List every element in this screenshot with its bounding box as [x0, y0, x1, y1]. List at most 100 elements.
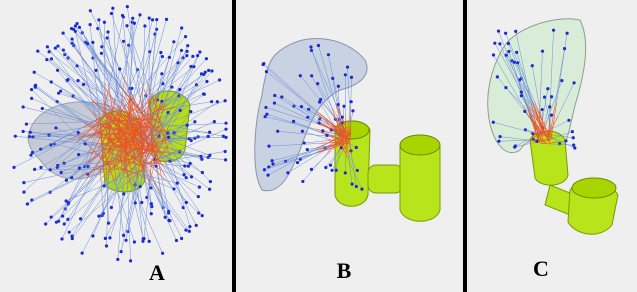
- contact-point: [185, 50, 188, 53]
- contact-point: [331, 77, 334, 80]
- contact-point: [209, 180, 212, 183]
- contact-point: [141, 240, 144, 243]
- contact-point: [301, 180, 304, 183]
- contact-point: [327, 53, 330, 56]
- page: {"panels": [{"label": "A"}, {"label": "B…: [0, 0, 637, 292]
- contact-point: [44, 222, 47, 225]
- contact-point: [192, 65, 195, 68]
- contact-point: [150, 212, 153, 215]
- contact-point: [344, 171, 347, 174]
- contact-point: [210, 100, 213, 103]
- contact-point: [150, 205, 153, 208]
- contact-point: [567, 119, 570, 122]
- contact-point: [331, 169, 334, 172]
- contact-point: [105, 244, 108, 247]
- contact-point: [65, 179, 68, 182]
- contact-point: [310, 49, 313, 52]
- contact-point: [571, 130, 574, 133]
- contact-point: [350, 76, 353, 79]
- panel-label: B: [337, 258, 352, 283]
- contact-point: [29, 154, 32, 157]
- contact-point: [30, 97, 33, 100]
- contact-point: [224, 150, 227, 153]
- contact-point: [208, 154, 211, 157]
- contact-point: [29, 131, 32, 134]
- contact-point: [197, 195, 200, 198]
- contact-point: [201, 214, 204, 217]
- divider: [463, 0, 467, 292]
- contact-point: [543, 96, 546, 99]
- lens: [572, 178, 616, 198]
- contact-point: [273, 101, 276, 104]
- contact-point: [94, 69, 97, 72]
- contact-point: [164, 216, 167, 219]
- contact-point: [172, 187, 175, 190]
- contact-point: [541, 108, 544, 111]
- contact-point: [110, 12, 113, 15]
- contact-point: [198, 50, 201, 53]
- contact-point: [155, 18, 158, 21]
- contact-point: [216, 100, 219, 103]
- contact-point: [143, 24, 146, 27]
- bridge: [368, 165, 403, 193]
- contact-point: [337, 103, 340, 106]
- contact-point: [56, 69, 59, 72]
- contact-point: [179, 109, 182, 112]
- divider: [232, 0, 236, 292]
- contact-point: [82, 83, 85, 86]
- contact-point: [131, 17, 134, 20]
- contact-point: [175, 239, 178, 242]
- contact-point: [161, 82, 164, 85]
- contact-point: [552, 29, 555, 32]
- contact-point: [180, 237, 183, 240]
- contact-point: [504, 86, 507, 89]
- contact-point: [184, 35, 187, 38]
- contact-point: [286, 171, 289, 174]
- contact-point: [218, 78, 221, 81]
- contact-point: [61, 32, 64, 35]
- contact-point: [54, 126, 57, 129]
- contact-point: [202, 73, 205, 76]
- contact-point: [159, 51, 162, 54]
- contact-point: [550, 114, 553, 117]
- contact-point: [97, 215, 100, 218]
- contact-point: [520, 94, 523, 97]
- contact-point: [155, 28, 158, 31]
- contact-point: [89, 23, 92, 26]
- contact-point: [148, 17, 151, 20]
- contact-point: [207, 69, 210, 72]
- contact-point: [48, 50, 51, 53]
- contact-point: [191, 55, 194, 58]
- contact-point: [541, 50, 544, 53]
- contact-point: [299, 74, 302, 77]
- contact-point: [70, 27, 73, 30]
- contact-point: [342, 105, 345, 108]
- contact-point: [309, 45, 312, 48]
- contact-point: [185, 176, 188, 179]
- contact-point: [62, 48, 65, 51]
- contact-point: [301, 130, 304, 133]
- contact-point: [139, 185, 142, 188]
- contact-point: [201, 171, 204, 174]
- contact-point: [70, 235, 73, 238]
- contact-point: [60, 171, 63, 174]
- contact-point: [205, 57, 208, 60]
- contact-point: [560, 79, 563, 82]
- contact-point: [355, 146, 358, 149]
- contact-point: [111, 7, 114, 10]
- contact-point: [507, 42, 510, 45]
- contact-point: [103, 21, 106, 24]
- contact-point: [33, 71, 36, 74]
- contact-point: [572, 136, 575, 139]
- contact-point: [183, 164, 186, 167]
- contact-point: [558, 142, 561, 145]
- contact-point: [108, 236, 111, 239]
- contact-point: [186, 44, 189, 47]
- contact-point: [186, 124, 189, 127]
- contact-point: [77, 131, 80, 134]
- contact-point: [213, 120, 216, 123]
- contact-point: [550, 95, 553, 98]
- contact-point: [104, 237, 107, 240]
- contact-point: [548, 105, 551, 108]
- contact-point: [151, 18, 154, 21]
